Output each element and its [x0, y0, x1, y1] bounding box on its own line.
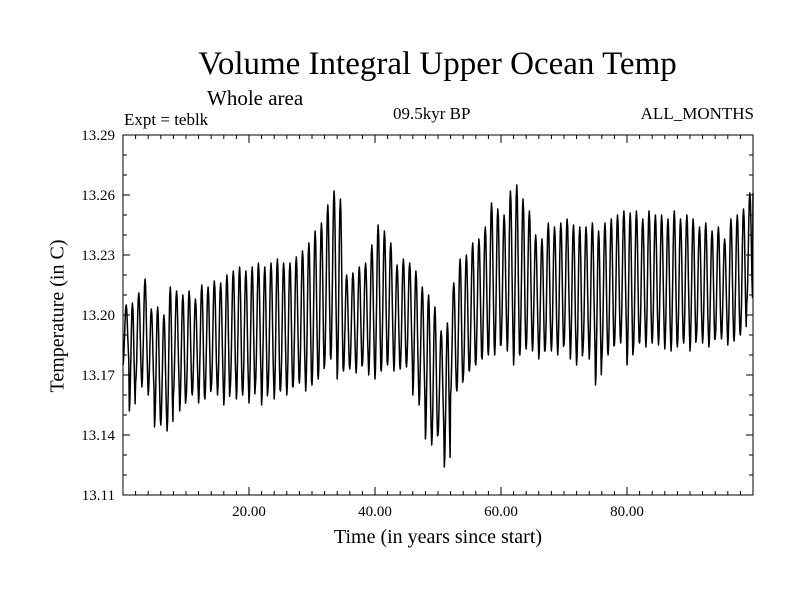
y-tick-label: 13.11 — [82, 488, 115, 504]
chart-subtitle: Whole area — [207, 86, 304, 110]
y-tick-label: 13.14 — [81, 428, 115, 444]
y-axis-label: Temperature (in C) — [46, 239, 69, 393]
x-tick-label: 60.00 — [484, 504, 518, 520]
experiment-label: Expt = teblk — [124, 110, 209, 129]
y-tick-label: 13.29 — [81, 128, 115, 144]
period-label: 09.5kyr BP — [393, 104, 471, 123]
y-tick-label: 13.26 — [81, 188, 115, 204]
x-tick-label: 20.00 — [232, 504, 266, 520]
x-tick-label: 80.00 — [610, 504, 644, 520]
y-tick-label: 13.23 — [81, 248, 115, 264]
x-axis: 20.00 40.00 60.00 80.00 — [232, 504, 644, 520]
months-label: ALL_MONTHS — [640, 104, 754, 123]
series-line — [122, 184, 754, 468]
axis-ticks — [123, 134, 753, 496]
y-tick-label: 13.17 — [81, 368, 115, 384]
x-axis-label: Time (in years since start) — [333, 526, 543, 548]
x-tick-label: 40.00 — [358, 504, 392, 520]
y-tick-label: 13.20 — [81, 308, 115, 324]
y-axis: 13.11 13.14 13.17 13.20 13.23 13.26 13.29 — [81, 128, 115, 504]
plot-frame — [122, 134, 754, 496]
chart-title: Volume Integral Upper Ocean Temp — [198, 46, 677, 82]
